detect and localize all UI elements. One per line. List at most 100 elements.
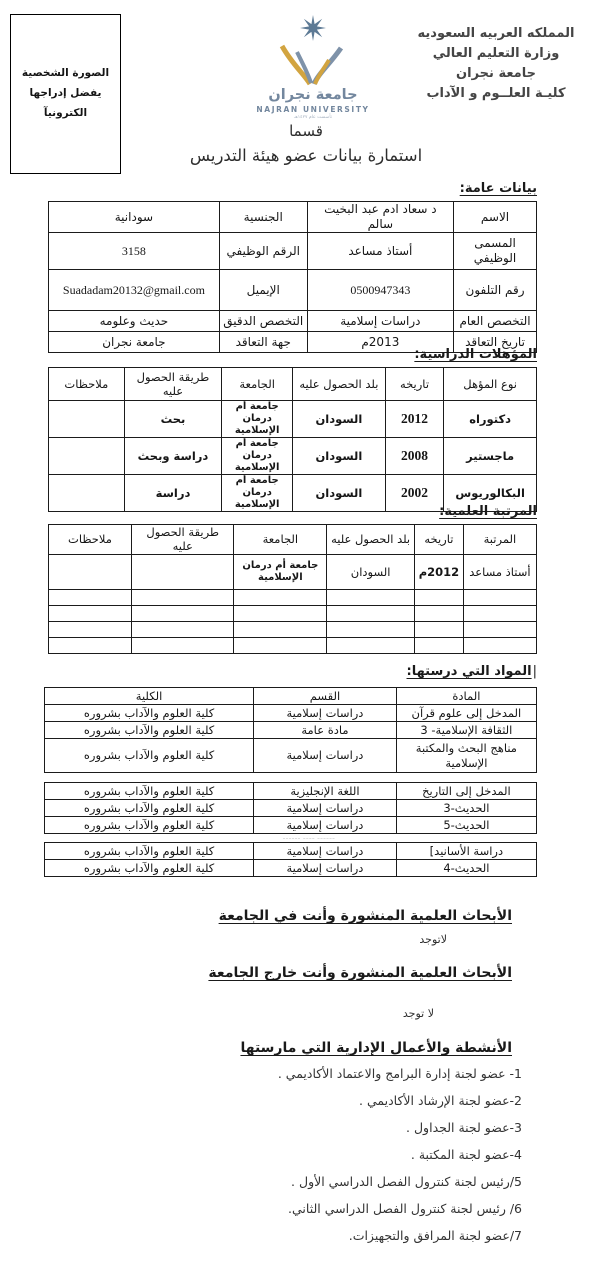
table-row: ماجستير 2008 السودان جامعة أم درمان الإسلام… [48,437,537,475]
table-cell [414,588,464,606]
letterhead-line: وزارة التعليم العالي [432,46,560,62]
table-cell [130,553,235,590]
table-cell: دراسة [123,474,223,512]
table-row: التخصص العام دراسات إسلامية التخصص الدقيق ح… [48,310,537,332]
table-row: دكتوراه 2012 السودان جامعة أم درمان الإسلام… [48,400,537,438]
table-cell: الإيميل [218,269,308,311]
table-cell: د سعاد ادم عبد البخيت سالم [306,201,455,233]
activity-list-item: 1- عضو لجنة إدارة البرامج والاعتماد الأك… [277,1066,522,1081]
table-cell [326,588,416,606]
table-cell: أستاذ مساعد [462,553,538,590]
table-cell [48,553,132,590]
form-title-line1: قسما [289,122,323,140]
table-cell: ملاحظات [48,524,132,555]
table-cell [326,620,416,638]
table-cell [130,636,235,654]
courses-table-part3: دراسة الأسانيد⁦[⁩ دراسات إسلامية كلية العل… [43,842,538,877]
qualifications-table: نوع المؤهل تاريخه بلد الحصول عليه الجامعة طر… [48,367,537,512]
table-cell [233,604,328,622]
photo-box-line1: الصورة الشخصية [21,67,110,80]
text-cursor-mark: | [532,664,537,679]
table-cell: كلية العلوم والآداب بشروره [43,721,255,739]
table-cell: المدخل إلى التاريخ [395,782,538,800]
table-cell: السودان [292,474,386,512]
courses-table-part2: المدخل إلى التاريخ اللغة الإنجليزية كلية ا… [43,782,538,834]
section-heading-general-data: بيانات عامة: [459,181,537,196]
table-cell: الحديث-5 [395,816,538,834]
table-cell: حديث وعلومه [48,310,220,332]
table-cell [462,588,538,606]
table-cell [130,620,235,638]
table-row [48,636,538,654]
activity-list-item: 4-عضو لجنة المكتبة . [410,1147,522,1162]
table-cell: كلية العلوم والآداب بشروره [43,799,255,817]
table-cell [462,604,538,622]
table-cell: جامعة أم درمان الإسلامية [221,400,294,438]
form-title-line2: استمارة بيانات عضو هيئة التدريس [189,145,423,165]
table-row: البكالوريوس 2002 السودان جامعة أم درمان الإ… [48,474,537,512]
table-cell: المرتبة [462,524,538,555]
table-cell: جامعة أم درمان الإسلامية [221,437,294,475]
table-cell: دراسات إسلامية [253,816,397,834]
table-cell [233,588,328,606]
table-cell: الرقم الوظيفي [218,232,308,270]
table-cell: دراسات إسلامية [306,310,455,332]
table-cell: 2002 [384,474,445,512]
table-row [48,620,538,638]
table-cell: كلية العلوم والآداب بشروره [43,816,255,834]
table-cell: جامعة نجران [48,331,220,353]
table-cell: الجنسية [218,201,308,233]
courses-table-part1: المادة القسم الكلية المدخل إلى علوم قرآن درا… [43,687,538,773]
table-cell [414,636,464,654]
section-heading-research-outside: الأبحاث العلمية المنشورة وأنت خارج الجام… [208,965,512,981]
table-row: المرتبة تاريخه بلد الحصول عليه الجامعة طريقة… [48,524,538,555]
table-cell [414,620,464,638]
table-cell: دراسة وبحث [123,437,223,475]
table-row [48,604,538,622]
table-row: الحديث-4 دراسات إسلامية كلية العلوم والآدا… [43,859,538,877]
table-cell: رقم التلفون [453,269,537,311]
najran-university-logo: جامعة نجران NAJRAN UNIVERSITY تأسست عام … [248,8,378,120]
table-cell: بلد الحصول عليه [292,367,386,401]
table-cell: جهة التعاقد [218,331,308,353]
photo-box-line2: يفضل إدراجها الكترونيآ [29,87,102,119]
personal-photo-placeholder: الصورة الشخصية يفضل إدراجها الكترونيآ [10,14,121,174]
university-logo-icon [279,15,344,86]
table-cell: كلية العلوم والآداب بشروره [43,782,255,800]
table-row: نوع المؤهل تاريخه بلد الحصول عليه الجامعة طر… [48,367,537,401]
table-cell: جامعة أم درمان الإسلامية [221,474,294,512]
table-cell: الجامعة [221,367,294,401]
table-cell: 2013م [306,331,455,353]
table-cell: Suadadam20132@gmail.com [48,269,220,311]
table-cell: دراسات إسلامية [253,738,397,773]
table-cell: 2008 [384,437,445,475]
logo-arabic-wordmark: جامعة نجران [268,87,358,103]
table-cell [462,620,538,638]
table-cell: ماجستير [443,437,537,475]
table-cell: المسمى الوظيفي [453,232,537,270]
table-cell [233,636,328,654]
table-row: المسمى الوظيفي أستاذ مساعد الرقم الوظيفي 31… [48,232,537,270]
table-cell: مناهج البحث والمكتبة الإسلامية [395,738,538,773]
table-cell [233,620,328,638]
table-cell: دكتوراه [443,400,537,438]
table-row: تاريخ التعاقد 2013م جهة التعاقد جامعة نجران [48,331,537,353]
letterhead: المملكه العربيه السعوديه وزارة التعليم ال… [385,24,607,105]
table-cell: الحديث-3 [395,799,538,817]
table-cell: تاريخ التعاقد [453,331,537,353]
table-row: الثقافة الإسلامية- 3 مادة عامة كلية العلوم… [43,721,538,739]
section-heading-research-inside: الأبحاث العلمية المنشورة وأنت في الجامعة [218,908,512,924]
table-cell: اللغة الإنجليزية [253,782,397,800]
table-cell: سودانية [48,201,220,233]
table-cell: السودان [292,437,386,475]
activity-list-item: 5/رئيس لجنة كنترول الفصل الدراسي الأول . [291,1174,522,1189]
letterhead-line: كليـة العلــوم و الآداب [426,86,566,102]
table-cell: ملاحظات [48,367,125,401]
table-cell: دراسات إسلامية [253,859,397,877]
logo-english-wordmark: NAJRAN UNIVERSITY [256,104,370,114]
activity-list-item: 7/عضو لجنة المرافق والتجهيزات. [348,1228,522,1243]
table-cell: جامعة أم درمان الإسلامية [233,553,328,590]
table-cell: السودان [326,553,416,590]
table-cell [130,604,235,622]
